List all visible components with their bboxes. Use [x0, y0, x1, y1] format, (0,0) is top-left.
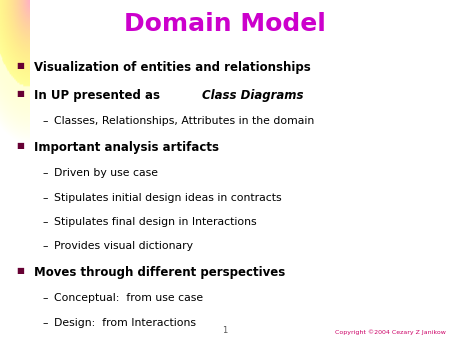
Text: Design:  from Interactions: Design: from Interactions — [54, 318, 196, 328]
Text: Copyright ©2004 Cezary Z Janikow: Copyright ©2004 Cezary Z Janikow — [335, 329, 446, 335]
Text: Provides visual dictionary: Provides visual dictionary — [54, 241, 193, 251]
Text: In UP presented as: In UP presented as — [34, 89, 164, 101]
Text: Important analysis artifacts: Important analysis artifacts — [34, 141, 219, 153]
Text: –: – — [42, 168, 48, 178]
Text: Classes, Relationships, Attributes in the domain: Classes, Relationships, Attributes in th… — [54, 116, 314, 126]
Text: –: – — [42, 318, 48, 328]
Text: –: – — [42, 241, 48, 251]
Text: Moves through different perspectives: Moves through different perspectives — [34, 266, 285, 279]
Text: 1: 1 — [222, 325, 228, 335]
Text: –: – — [42, 116, 48, 126]
Text: Conceptual:  from use case: Conceptual: from use case — [54, 293, 203, 304]
Text: ■: ■ — [16, 141, 24, 150]
Text: Stipulates final design in Interactions: Stipulates final design in Interactions — [54, 217, 256, 227]
Text: –: – — [42, 193, 48, 203]
Text: Domain Model: Domain Model — [124, 12, 326, 36]
Text: Class Diagrams: Class Diagrams — [202, 89, 303, 101]
Text: ■: ■ — [16, 61, 24, 70]
Text: ■: ■ — [16, 89, 24, 98]
Text: ■: ■ — [16, 266, 24, 275]
Text: Visualization of entities and relationships: Visualization of entities and relationsh… — [34, 61, 310, 74]
Text: Driven by use case: Driven by use case — [54, 168, 158, 178]
Text: –: – — [42, 217, 48, 227]
Text: Stipulates initial design ideas in contracts: Stipulates initial design ideas in contr… — [54, 193, 282, 203]
Text: –: – — [42, 293, 48, 304]
